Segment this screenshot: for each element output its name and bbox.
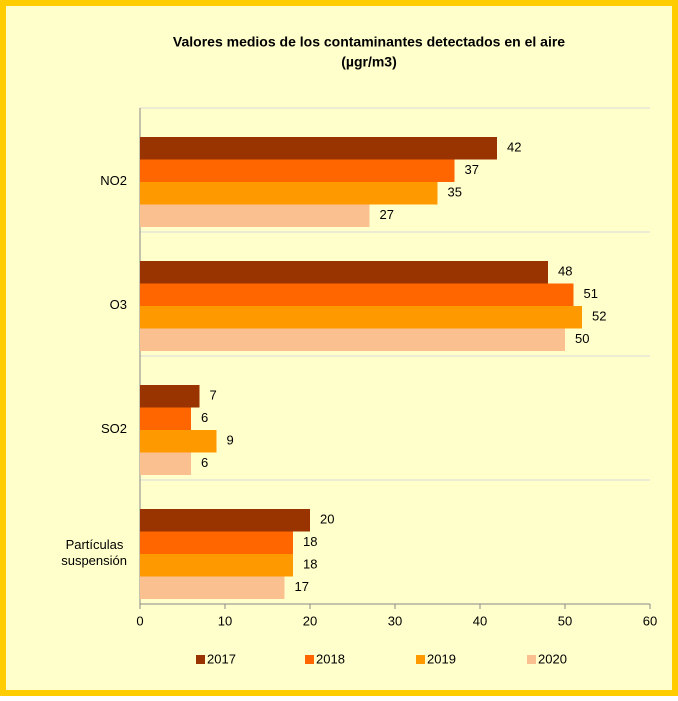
data-label: 42 [507, 140, 521, 155]
data-label: 27 [380, 207, 394, 222]
legend-swatch [527, 655, 536, 664]
y-tick-label: Partículas suspensión [61, 537, 127, 568]
data-label: 35 [448, 185, 462, 200]
x-tick-label: 10 [218, 613, 232, 628]
x-tick-label: 50 [558, 613, 572, 628]
bar [140, 204, 370, 227]
data-label: 48 [558, 264, 572, 279]
legend-label: 2020 [538, 651, 567, 666]
legend-label: 2017 [207, 651, 236, 666]
data-label: 20 [320, 512, 334, 527]
bar [140, 385, 200, 408]
bar [140, 509, 310, 532]
bar [140, 554, 293, 577]
legend-swatch [416, 655, 425, 664]
bar [140, 261, 548, 284]
bar [140, 576, 285, 599]
bar [140, 306, 582, 329]
bar [140, 407, 191, 430]
data-label: 6 [201, 410, 208, 425]
bar [140, 137, 497, 160]
y-tick-label: O3 [110, 297, 127, 312]
x-tick-label: 20 [303, 613, 317, 628]
legend-label: 2019 [427, 651, 456, 666]
y-tick-label: NO2 [100, 173, 127, 188]
chart-subtitle: (µgr/m3) [341, 54, 397, 70]
data-label: 51 [584, 286, 598, 301]
bar [140, 283, 574, 306]
data-label: 17 [295, 579, 309, 594]
legend-swatch [305, 655, 314, 664]
data-label: 18 [303, 557, 317, 572]
legend-swatch [196, 655, 205, 664]
x-tick-label: 30 [388, 613, 402, 628]
bar [140, 182, 438, 205]
bar [140, 159, 455, 182]
data-label: 7 [210, 388, 217, 403]
x-tick-label: 0 [136, 613, 143, 628]
y-tick-label: SO2 [101, 421, 127, 436]
data-label: 9 [227, 433, 234, 448]
data-label: 37 [465, 162, 479, 177]
x-tick-label: 40 [473, 613, 487, 628]
bar [140, 531, 293, 554]
bar [140, 452, 191, 475]
data-label: 50 [575, 331, 589, 346]
data-label: 52 [592, 309, 606, 324]
chart-title: Valores medios de los contaminantes dete… [173, 34, 565, 50]
data-label: 6 [201, 455, 208, 470]
x-tick-label: 60 [643, 613, 657, 628]
bar [140, 430, 217, 453]
legend-label: 2018 [316, 651, 345, 666]
bar [140, 328, 565, 351]
data-label: 18 [303, 534, 317, 549]
